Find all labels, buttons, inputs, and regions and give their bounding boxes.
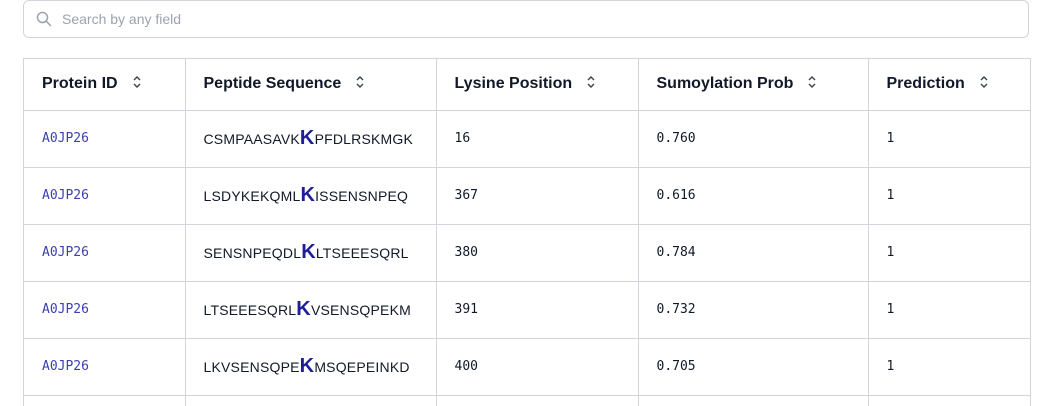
sort-icon[interactable]	[132, 75, 142, 89]
sequence-suffix: PFDLRSKMGK	[314, 131, 414, 147]
cell-sumoylation-prob: 0.760	[638, 110, 869, 168]
protein-id-link[interactable]: A0JP26	[42, 131, 89, 146]
cell-empty	[24, 395, 186, 406]
cell-empty	[638, 395, 869, 406]
cell-prediction: 1	[868, 167, 1030, 225]
table-row: A0JP26 LSDYKEKQMLKISSENSNPEQ 367 0.616 1	[24, 167, 1030, 225]
lysine-highlight: K	[296, 298, 311, 320]
cell-empty	[185, 395, 437, 406]
column-header-label: Prediction	[886, 75, 965, 93]
column-header-label: Protein ID	[42, 75, 118, 93]
column-header-label: Sumoylation Prob	[656, 75, 794, 93]
table-row: A0JP26 CSMPAASAVKKPFDLRSKMGK 16 0.760 1	[24, 110, 1030, 168]
lysine-highlight: K	[299, 355, 315, 377]
lysine-highlight: K	[300, 184, 316, 206]
sequence-prefix: CSMPAASAVK	[203, 131, 300, 147]
cell-peptide-sequence: SENSNPEQDLKLTSEEESQRL	[185, 224, 437, 282]
column-header-label: Lysine Position	[454, 75, 573, 93]
sort-icon[interactable]	[586, 75, 596, 89]
protein-id-link[interactable]: A0JP26	[42, 302, 89, 317]
sort-icon[interactable]	[807, 75, 817, 89]
results-table: Protein ID Peptide Sequence Lysine Posit…	[23, 58, 1031, 406]
cell-protein-id: A0JP26	[24, 338, 186, 396]
cell-empty	[436, 395, 639, 406]
protein-id-link[interactable]: A0JP26	[42, 245, 89, 260]
search-box[interactable]	[23, 0, 1029, 38]
cell-peptide-sequence: LSDYKEKQMLKISSENSNPEQ	[185, 167, 437, 225]
cell-sumoylation-prob: 0.705	[638, 338, 869, 396]
column-header-peptide-sequence[interactable]: Peptide Sequence	[185, 59, 437, 111]
sequence-suffix: LTSEEESQRL	[315, 245, 409, 261]
table-header-row: Protein ID Peptide Sequence Lysine Posit…	[24, 59, 1030, 111]
lysine-highlight: K	[299, 127, 315, 149]
cell-protein-id: A0JP26	[24, 110, 186, 168]
sequence-prefix: LSDYKEKQML	[203, 188, 301, 204]
protein-id-link[interactable]: A0JP26	[42, 359, 89, 374]
search-input[interactable]	[62, 11, 962, 27]
cell-sumoylation-prob: 0.784	[638, 224, 869, 282]
cell-prediction: 1	[868, 338, 1030, 396]
cell-lysine-position: 380	[436, 224, 639, 282]
cell-lysine-position: 16	[436, 110, 639, 168]
sequence-prefix: LKVSENSQPE	[203, 359, 300, 375]
sequence-prefix: SENSNPEQDL	[203, 245, 302, 261]
sequence-prefix: LTSEEESQRL	[203, 302, 297, 318]
sort-icon[interactable]	[355, 75, 365, 89]
protein-id-link[interactable]: A0JP26	[42, 188, 89, 203]
cell-prediction: 1	[868, 110, 1030, 168]
cell-lysine-position: 391	[436, 281, 639, 339]
cell-prediction: 1	[868, 281, 1030, 339]
sequence-suffix: MSQEPEINKD	[314, 359, 410, 375]
cell-peptide-sequence: CSMPAASAVKKPFDLRSKMGK	[185, 110, 437, 168]
column-header-label: Peptide Sequence	[203, 75, 342, 93]
cell-lysine-position: 367	[436, 167, 639, 225]
column-header-sumoylation-prob[interactable]: Sumoylation Prob	[638, 59, 869, 111]
lysine-highlight: K	[301, 241, 316, 263]
cell-peptide-sequence: LTSEEESQRLKVSENSQPEKM	[185, 281, 437, 339]
column-header-prediction[interactable]: Prediction	[868, 59, 1030, 111]
cell-lysine-position: 400	[436, 338, 639, 396]
sequence-suffix: VSENSQPEKM	[310, 302, 411, 318]
search-icon	[36, 11, 52, 27]
cell-sumoylation-prob: 0.732	[638, 281, 869, 339]
column-header-protein-id[interactable]: Protein ID	[24, 59, 186, 111]
cell-empty	[868, 395, 1030, 406]
cell-prediction: 1	[868, 224, 1030, 282]
table-row-partial	[24, 395, 1030, 406]
table-row: A0JP26 SENSNPEQDLKLTSEEESQRL 380 0.784 1	[24, 224, 1030, 282]
table-row: A0JP26 LTSEEESQRLKVSENSQPEKM 391 0.732 1	[24, 281, 1030, 339]
cell-protein-id: A0JP26	[24, 224, 186, 282]
column-header-lysine-position[interactable]: Lysine Position	[436, 59, 639, 111]
sort-icon[interactable]	[979, 75, 989, 89]
cell-protein-id: A0JP26	[24, 281, 186, 339]
cell-protein-id: A0JP26	[24, 167, 186, 225]
cell-peptide-sequence: LKVSENSQPEKMSQEPEINKD	[185, 338, 437, 396]
cell-sumoylation-prob: 0.616	[638, 167, 869, 225]
table-row: A0JP26 LKVSENSQPEKMSQEPEINKD 400 0.705 1	[24, 338, 1030, 396]
sequence-suffix: ISSENSNPEQ	[315, 188, 409, 204]
